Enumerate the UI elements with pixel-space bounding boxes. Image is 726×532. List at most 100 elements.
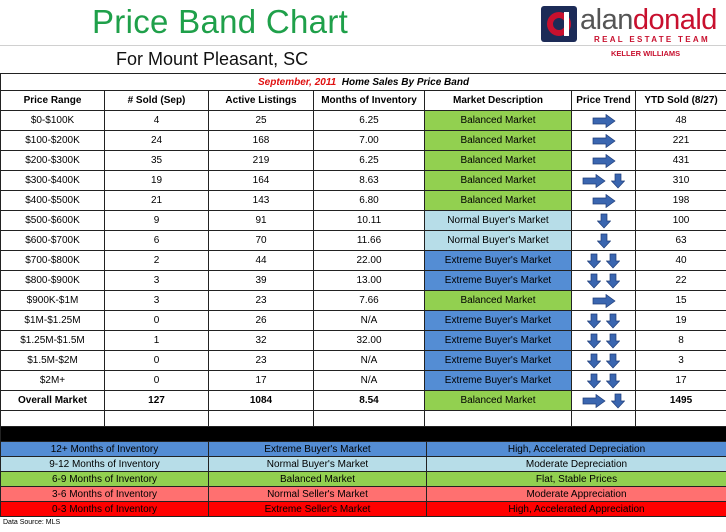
sold-cell: 3 — [104, 290, 209, 311]
overall-months: 8.54 — [313, 390, 425, 411]
sold-cell: 0 — [104, 310, 209, 331]
sold-cell: 0 — [104, 370, 209, 391]
table-row: $700-$800K 2 44 22.00 Extreme Buyer's Market… — [0, 250, 726, 271]
months-inventory-cell: N/A — [313, 310, 425, 331]
table-row: $300-$400K 19 164 8.63 Balanced Market 310 — [0, 170, 726, 191]
market-description-cell: Balanced Market — [424, 150, 572, 171]
price-range-cell: $100-$200K — [0, 130, 105, 151]
months-inventory-cell: 32.00 — [313, 330, 425, 351]
price-trend-cell — [571, 170, 636, 191]
arrow-down-icon — [605, 373, 621, 389]
ytd-sold-cell: 40 — [634, 250, 726, 271]
legend-effect-cell: Flat, Stable Prices — [426, 471, 726, 487]
legend-effect-cell: Moderate Depreciation — [426, 456, 726, 472]
column-header: Price Trend — [571, 90, 636, 111]
arrow-right-icon — [582, 173, 606, 188]
caption-month: September, 2011 — [258, 76, 337, 88]
months-inventory-cell: 7.00 — [313, 130, 425, 151]
column-header: Months of Inventory — [313, 90, 425, 111]
price-trend-cell — [571, 270, 636, 291]
price-trend-cell — [571, 210, 636, 231]
price-range-cell: $300-$400K — [0, 170, 105, 191]
ytd-sold-cell: 63 — [634, 230, 726, 251]
table-row: $800-$900K 3 39 13.00 Extreme Buyer's Market… — [0, 270, 726, 291]
months-inventory-cell: 6.25 — [313, 150, 425, 171]
arrow-down-icon — [596, 213, 611, 229]
table-row: $1M-$1.25M 0 26 N/A Extreme Buyer's Market 19 — [0, 310, 726, 331]
arrow-down-icon — [605, 353, 621, 369]
legend-row: 0-3 Months of Inventory Extreme Seller's … — [0, 501, 726, 517]
price-range-cell: $800-$900K — [0, 270, 105, 291]
market-description-cell: Extreme Buyer's Market — [424, 270, 572, 291]
price-range-cell: $900K-$1M — [0, 290, 105, 311]
arrow-right-icon — [582, 393, 606, 408]
caption-text: Home Sales By Price Band — [341, 76, 470, 88]
table-caption: September, 2011 Home Sales By Price Band — [0, 73, 726, 91]
price-trend-cell — [571, 350, 636, 371]
active-listings-cell: 26 — [208, 310, 314, 331]
ytd-sold-cell: 3 — [634, 350, 726, 371]
legend-effect-cell: Moderate Appreciation — [426, 486, 726, 502]
market-description-cell: Normal Buyer's Market — [424, 210, 572, 231]
active-listings-cell: 70 — [208, 230, 314, 251]
sold-cell: 19 — [104, 170, 209, 191]
arrow-down-icon — [605, 253, 621, 269]
table-header-row: Price Range # Sold (Sep) Active Listings… — [0, 90, 726, 111]
arrow-down-icon — [586, 253, 602, 269]
column-header: Market Description — [424, 90, 572, 111]
arrow-down-icon — [586, 273, 602, 289]
table-caption-row: September, 2011 Home Sales By Price Band — [0, 73, 726, 91]
active-listings-cell: 23 — [208, 290, 314, 311]
table-row: $400-$500K 21 143 6.80 Balanced Market 198 — [0, 190, 726, 211]
legend-body: 12+ Months of Inventory Extreme Buyer's M… — [0, 441, 726, 517]
active-listings-cell: 219 — [208, 150, 314, 171]
months-inventory-cell: 8.63 — [313, 170, 425, 191]
column-header: Active Listings — [208, 90, 314, 111]
price-range-cell: $1M-$1.25M — [0, 310, 105, 331]
price-trend-cell — [571, 230, 636, 251]
active-listings-cell: 168 — [208, 130, 314, 151]
ytd-sold-cell: 22 — [634, 270, 726, 291]
active-listings-cell: 23 — [208, 350, 314, 371]
months-inventory-cell: 22.00 — [313, 250, 425, 271]
logo-icon — [541, 6, 577, 42]
market-description-cell: Extreme Buyer's Market — [424, 250, 572, 271]
page-title: Price Band Chart — [92, 3, 349, 40]
legend-market-cell: Extreme Buyer's Market — [208, 441, 427, 457]
data-source-note: Data Source: MLS — [3, 519, 61, 526]
legend-row: 12+ Months of Inventory Extreme Buyer's M… — [0, 441, 726, 457]
table-row: $100-$200K 24 168 7.00 Balanced Market 221 — [0, 130, 726, 151]
ytd-sold-cell: 198 — [634, 190, 726, 211]
market-legend-table: Market Description 12+ Months of Invento… — [0, 426, 726, 517]
ytd-sold-cell: 221 — [634, 130, 726, 151]
market-description-cell: Extreme Buyer's Market — [424, 370, 572, 391]
arrow-right-icon — [592, 153, 616, 168]
price-range-cell: $600-$700K — [0, 230, 105, 251]
price-trend-cell — [571, 110, 636, 131]
ytd-sold-cell: 15 — [634, 290, 726, 311]
active-listings-cell: 44 — [208, 250, 314, 271]
ytd-sold-cell: 310 — [634, 170, 726, 191]
brokerage-name: KELLER WILLIAMS — [611, 49, 681, 58]
price-trend-cell — [571, 330, 636, 351]
legend-effect-cell: High, Accelerated Appreciation — [426, 501, 726, 517]
active-listings-cell: 143 — [208, 190, 314, 211]
price-range-cell: $1.5M-$2M — [0, 350, 105, 371]
active-listings-cell: 164 — [208, 170, 314, 191]
table-row: $600-$700K 6 70 11.66 Normal Buyer's Market 6… — [0, 230, 726, 251]
header-divider — [0, 45, 726, 46]
table-body: $0-$100K 4 25 6.25 Balanced Market 48 $100-$20… — [0, 110, 726, 391]
overall-range: Overall Market — [0, 390, 105, 411]
price-trend-cell — [571, 310, 636, 331]
months-inventory-cell: 10.11 — [313, 210, 425, 231]
overall-row: Overall Market 127 1084 8.54 Balanced Ma… — [0, 390, 726, 411]
months-inventory-cell: 11.66 — [313, 230, 425, 251]
market-description-cell: Extreme Buyer's Market — [424, 310, 572, 331]
months-inventory-cell: 7.66 — [313, 290, 425, 311]
legend-row: 6-9 Months of Inventory Balanced Market Fl… — [0, 471, 726, 487]
price-trend-cell — [571, 190, 636, 211]
months-inventory-cell: N/A — [313, 350, 425, 371]
price-range-cell: $1.25M-$1.5M — [0, 330, 105, 351]
market-description-cell: Extreme Buyer's Market — [424, 350, 572, 371]
ytd-sold-cell: 17 — [634, 370, 726, 391]
